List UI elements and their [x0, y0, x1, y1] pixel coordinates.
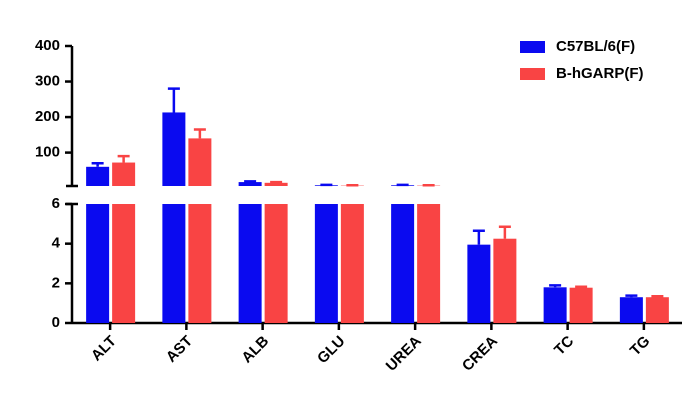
x-tick-label: TG — [627, 333, 654, 360]
y-tick-label: 200 — [35, 108, 60, 125]
bar — [340, 204, 364, 323]
error-bar — [193, 128, 206, 139]
x-tick-label: ALT — [88, 333, 120, 365]
bar — [543, 287, 567, 323]
bar — [162, 204, 186, 323]
bar — [645, 297, 669, 323]
error-bar — [91, 162, 104, 167]
bar — [112, 162, 136, 186]
x-tick-label: CREA — [459, 333, 501, 375]
y-tick-label: 4 — [52, 235, 61, 252]
bar — [314, 204, 338, 323]
error-bar — [244, 180, 257, 183]
x-tick-label: AST — [163, 333, 196, 366]
y-tick-label: 0 — [52, 314, 60, 331]
bar — [569, 287, 593, 323]
bar — [188, 204, 212, 323]
error-bar — [472, 229, 485, 245]
legend-label: C57BL/6(F) — [556, 38, 635, 55]
y-tick-label: 300 — [35, 73, 60, 90]
bar — [86, 166, 110, 186]
bar — [162, 112, 186, 186]
bar — [238, 204, 262, 323]
bar — [417, 204, 441, 323]
legend-swatch — [520, 41, 545, 53]
y-tick-label: 6 — [52, 195, 60, 212]
bar — [86, 204, 110, 323]
legend-swatch — [520, 68, 545, 80]
error-bar — [625, 294, 638, 298]
error-bar — [651, 294, 664, 298]
bar — [467, 244, 491, 323]
bar — [188, 138, 212, 186]
bar — [238, 182, 262, 186]
error-bar — [270, 180, 283, 184]
bar — [264, 204, 288, 323]
bar — [619, 297, 643, 323]
error-bar — [117, 154, 130, 163]
error-bar — [549, 284, 562, 288]
bar — [112, 204, 136, 323]
x-tick-label: UREA — [383, 333, 425, 375]
bar — [264, 182, 288, 186]
y-tick-label: 2 — [52, 274, 60, 291]
error-bar — [167, 87, 180, 113]
bar — [391, 204, 415, 323]
bar — [493, 238, 517, 323]
y-tick-label: 100 — [35, 144, 60, 161]
y-tick-label: 400 — [35, 37, 60, 54]
x-tick-label: GLU — [314, 333, 348, 367]
axis-break — [66, 184, 78, 206]
x-tick-label: TC — [551, 332, 577, 358]
error-bar — [498, 225, 511, 239]
x-tick-label: ALB — [238, 332, 272, 366]
legend-label: B-hGARP(F) — [556, 65, 643, 82]
error-bar — [575, 285, 588, 288]
